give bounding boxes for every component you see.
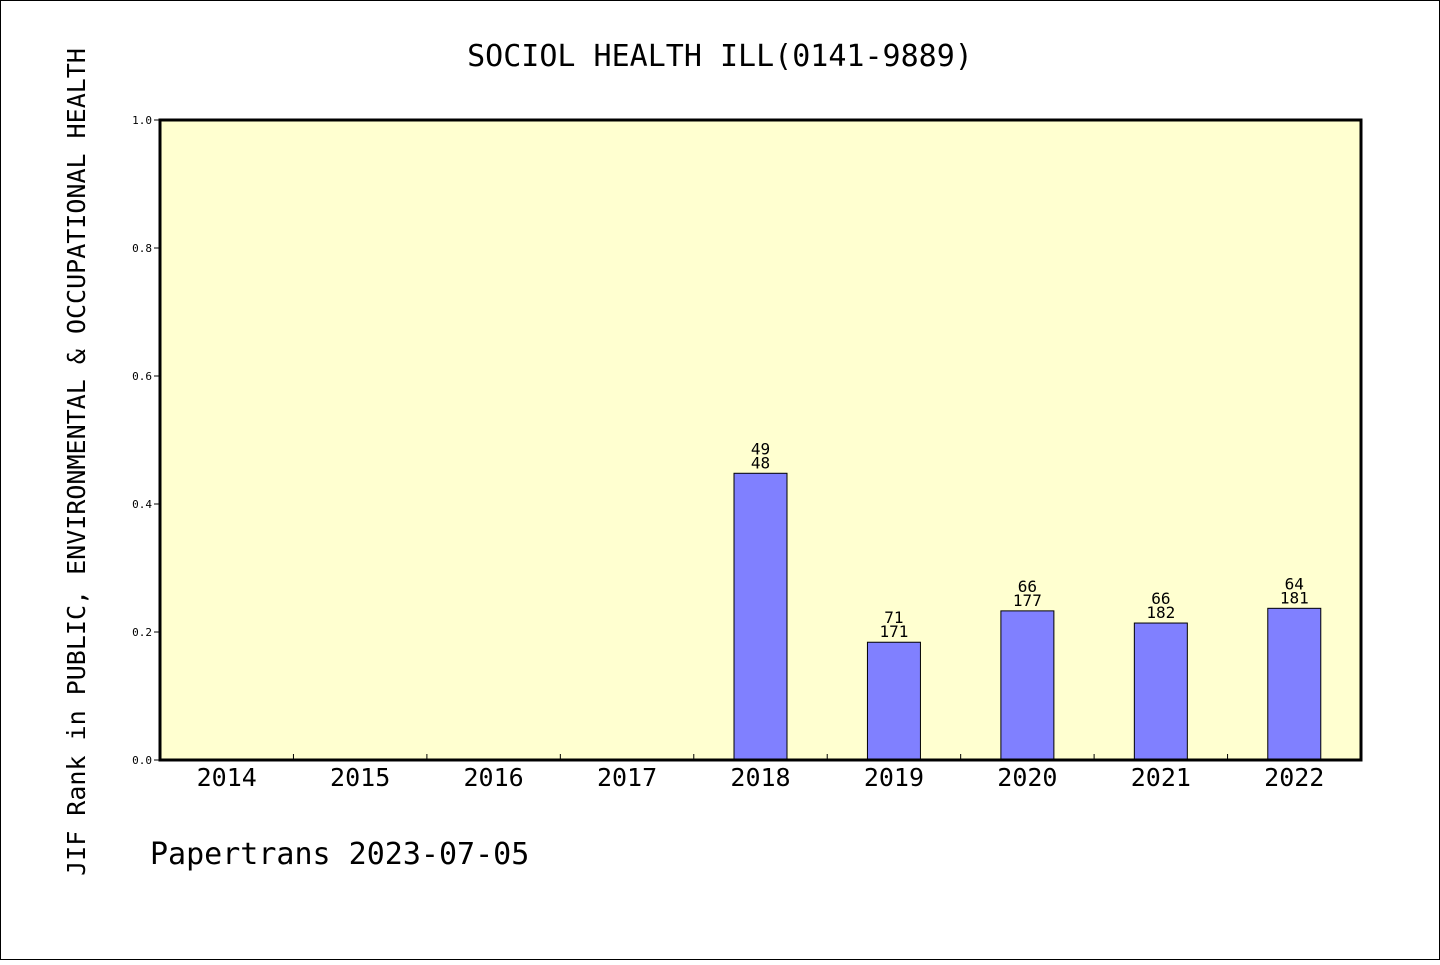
y-tick-label: 1.0: [132, 114, 152, 127]
bar-total-label: 177: [1013, 591, 1042, 610]
y-tick-label: 0.0: [132, 754, 152, 767]
x-tick-label: 2018: [730, 763, 790, 792]
bar-total-label: 181: [1280, 588, 1309, 607]
y-tick-label: 0.8: [132, 242, 152, 255]
bars-group: [733, 472, 1322, 761]
x-tick-label: 2020: [997, 763, 1057, 792]
x-tick-label: 2016: [464, 763, 524, 792]
x-tick-label: 2017: [597, 763, 657, 792]
bar-rank-label: 64: [1285, 574, 1304, 593]
bar-total-label: 171: [879, 622, 908, 641]
x-tick-label: 2019: [864, 763, 924, 792]
bar: [866, 641, 921, 761]
x-tick-label: 2022: [1264, 763, 1324, 792]
y-tick-label: 0.6: [132, 370, 152, 383]
footer-text: Papertrans 2023-07-05: [150, 837, 529, 872]
y-axis-label: JIF Rank in PUBLIC, ENVIRONMENTAL & OCCU…: [62, 48, 91, 876]
x-tick-label: 2014: [197, 763, 257, 792]
y-tick-label: 0.2: [132, 626, 152, 639]
bar-rank-label: 49: [751, 439, 770, 458]
x-tick-label: 2015: [330, 763, 390, 792]
plot-frame: [158, 118, 1363, 762]
bar: [1133, 622, 1188, 761]
bar: [1267, 607, 1322, 761]
bar-total-label: 182: [1146, 603, 1175, 622]
bar: [733, 472, 788, 761]
bar-rank-label: 71: [884, 608, 903, 627]
bar-rank-label: 66: [1151, 589, 1170, 608]
y-tick-label: 0.4: [132, 498, 152, 511]
labels-group: 0.0 0.2 0.4 0.6 0.8 1.0 2014 2015 2016 2017 2018 49…: [132, 114, 1324, 792]
bar: [1000, 610, 1055, 761]
x-tick-label: 2021: [1131, 763, 1191, 792]
bar-total-label: 48: [751, 453, 770, 472]
bar-rank-label: 66: [1018, 577, 1037, 596]
chart-title: SOCIOL HEALTH ILL(0141-9889): [467, 39, 973, 74]
